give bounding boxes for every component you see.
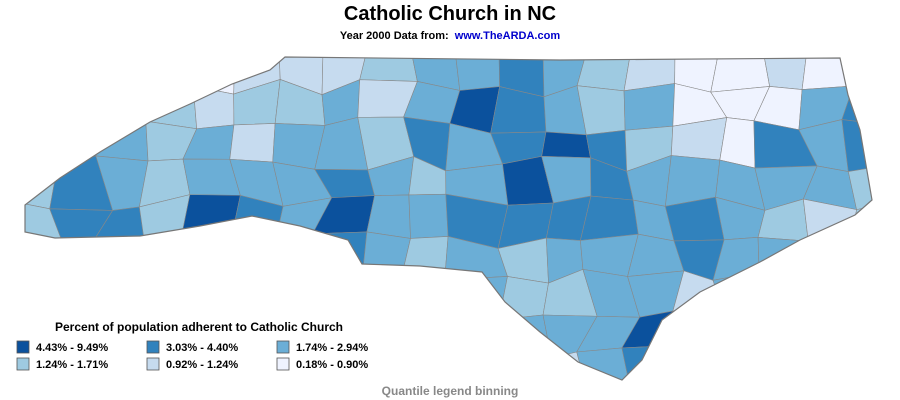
county [25,87,60,127]
county [104,81,147,127]
county [408,193,449,239]
county [444,276,508,320]
county [25,121,59,165]
county [139,57,194,98]
legend-swatch [16,340,30,354]
county [841,119,872,172]
legend-label: 4.43% - 9.49% [36,342,108,354]
county [102,348,148,380]
county [849,239,872,279]
county [242,275,282,323]
county [357,277,411,321]
county [267,275,328,324]
county [850,57,872,89]
county [716,317,773,363]
county [576,57,632,92]
subtitle: Year 2000 Data from: www.TheARDA.com [340,30,560,42]
county [580,195,639,241]
title: Catholic Church in NC [344,3,556,25]
county [672,310,728,363]
legend: 4.43% - 9.49% 3.03% - 4.40% 1.74% - 2.94% 1… [16,340,368,371]
county [762,57,808,90]
legend-label: 3.03% - 4.40% [166,342,238,354]
county [50,81,108,127]
county [716,357,770,380]
county [102,57,148,98]
legend-swatch [16,357,30,371]
county [58,57,108,90]
county [798,270,860,321]
county [712,271,773,325]
county [359,57,418,82]
county [806,349,852,380]
legend-swatch [146,340,160,354]
county [326,277,363,324]
county [454,57,500,91]
county [845,312,872,355]
legend-label: 0.18% - 0.90% [296,359,368,371]
legend-label: 1.74% - 2.94% [296,342,368,354]
county [807,312,861,355]
county [672,345,720,380]
county [845,349,872,380]
legend-swatch [276,340,290,354]
legend-label: 0.92% - 1.24% [166,359,238,371]
county [180,238,244,287]
county [357,313,411,363]
legend-swatch [146,357,160,371]
subtitle-prefix: Year 2000 Data from: [340,30,449,42]
county [623,83,675,131]
county [498,276,549,320]
county [361,231,411,283]
legend-swatch [276,357,290,371]
county [25,277,63,317]
county [576,347,632,380]
county [137,236,196,287]
county [849,270,872,317]
county [137,280,202,324]
county [366,194,411,239]
county [53,238,114,284]
county [190,57,236,95]
county [498,314,552,362]
county [312,231,368,282]
county [757,237,809,277]
county [769,317,815,359]
county [229,244,275,287]
county [316,349,368,380]
county [399,279,455,321]
county [847,163,872,210]
county [234,356,280,380]
county [53,272,114,318]
county [95,120,149,162]
county [841,85,872,127]
county [25,57,60,90]
county [25,238,62,284]
legend-label: 1.24% - 1.71% [36,359,108,371]
county [267,233,328,282]
subtitle-link[interactable]: www.TheARDA.com [454,30,561,42]
county [762,354,808,380]
county [758,271,815,321]
county [453,313,506,362]
county [100,271,142,324]
footnote: Quantile legend binning [382,384,519,398]
county [710,57,771,93]
county [407,313,457,363]
county [621,345,676,380]
legend-title: Percent of population adherent to Cathol… [55,320,343,334]
county [194,280,245,323]
county [229,123,276,163]
county [798,240,851,277]
county [541,131,591,159]
county [94,236,145,287]
